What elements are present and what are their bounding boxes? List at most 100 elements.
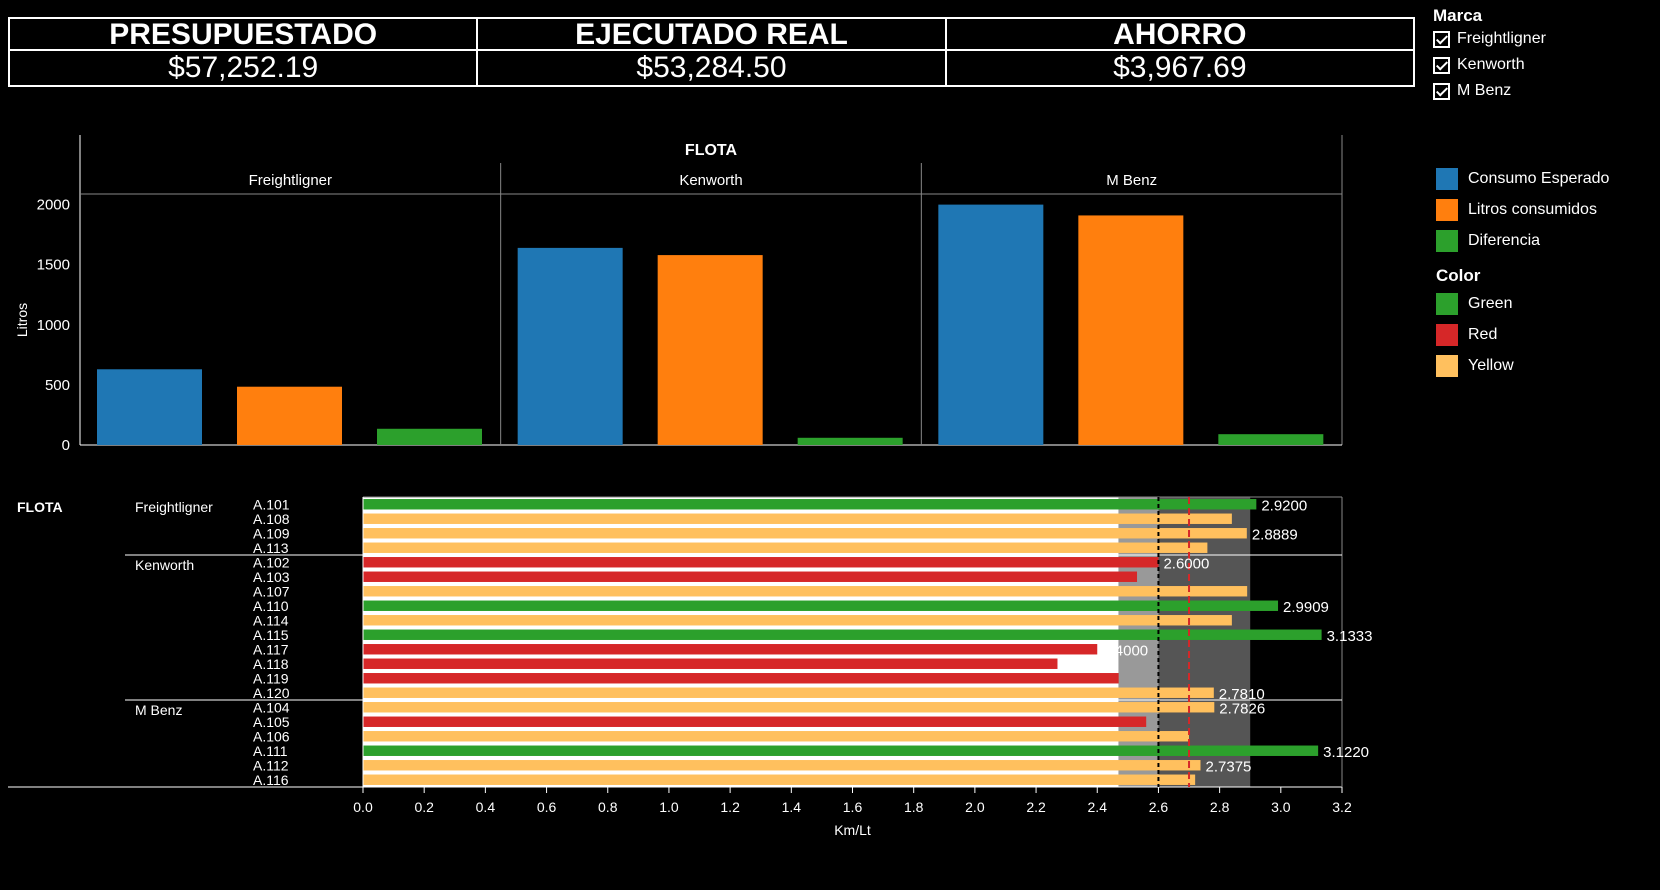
kpi-label: PRESUPUESTADO [10, 19, 477, 51]
x-tick-label: 1.0 [659, 799, 679, 815]
legend-item-diferencia[interactable]: Diferencia [1436, 225, 1656, 256]
data-label: 2.8889 [1252, 526, 1298, 543]
filter-item-m-benz[interactable]: M Benz [1433, 78, 1633, 104]
bar [363, 644, 1098, 655]
unit-label: A.107 [253, 583, 290, 599]
unit-label: A.104 [253, 699, 290, 715]
legend-label: Consumo Esperado [1468, 169, 1610, 187]
data-label: 3.1220 [1323, 744, 1369, 761]
unit-label: A.108 [253, 511, 290, 527]
bar [363, 673, 1119, 684]
unit-label: A.118 [253, 656, 289, 672]
bar [363, 687, 1214, 698]
kpi-ejecutado-real: EJECUTADO REAL $53,284.50 [478, 19, 947, 85]
group-label: Freightligner [135, 499, 213, 515]
checkbox-checked-icon[interactable] [1433, 56, 1450, 74]
y-tick-label: 2000 [37, 197, 70, 214]
bar [363, 557, 1159, 568]
kpi-value: $53,284.50 [636, 51, 787, 84]
y-tick-label: 1500 [37, 257, 70, 274]
data-label: 2.9200 [1261, 497, 1307, 514]
bar [363, 658, 1058, 669]
kpi-value: $3,967.69 [1113, 51, 1247, 84]
data-label: 2.6000 [1163, 555, 1209, 572]
unit-label: A.101 [253, 496, 290, 512]
bar [363, 513, 1232, 524]
legend-item-green[interactable]: Green [1436, 288, 1656, 319]
bar [363, 702, 1215, 713]
x-tick-label: 3.0 [1271, 799, 1291, 815]
bar [363, 571, 1138, 582]
kpi-table: PRESUPUESTADO $57,252.19 EJECUTADO REAL … [8, 17, 1415, 87]
bar [1218, 434, 1324, 445]
unit-label: A.103 [253, 569, 290, 585]
checkbox-checked-icon[interactable] [1433, 82, 1450, 100]
unit-label: A.105 [253, 714, 290, 730]
x-tick-label: 1.2 [720, 799, 740, 815]
chart-title: FLOTA [685, 142, 738, 159]
checkbox-checked-icon[interactable] [1433, 30, 1450, 48]
kpi-ahorro: AHORRO $3,967.69 [946, 19, 1413, 85]
x-tick-label: 2.0 [965, 799, 985, 815]
panel-label: Freightligner [249, 172, 332, 189]
bar [237, 386, 342, 445]
y-axis-label: Litros [14, 303, 30, 337]
bar [363, 499, 1257, 510]
unit-label: A.106 [253, 728, 290, 744]
group-label: M Benz [135, 702, 182, 718]
data-label: 2.9909 [1283, 599, 1329, 616]
kpi-presupuestado: PRESUPUESTADO $57,252.19 [10, 19, 479, 85]
marca-filter: Marca Freightligner Kenworth M Benz [1433, 6, 1633, 104]
data-label: 2.7810 [1219, 686, 1265, 703]
bar [657, 255, 763, 445]
x-tick-label: 1.6 [843, 799, 863, 815]
panel-label: M Benz [1106, 172, 1157, 189]
legend-item-litros-consumidos[interactable]: Litros consumidos [1436, 194, 1656, 225]
legend-item-consumo-esperado[interactable]: Consumo Esperado [1436, 163, 1656, 194]
x-tick-label: 1.8 [904, 799, 924, 815]
x-axis-label: Km/Lt [834, 822, 871, 838]
bar [363, 600, 1279, 611]
bar [377, 428, 482, 445]
bar [363, 615, 1232, 626]
filter-item-label: Freightligner [1457, 30, 1546, 47]
filter-item-kenworth[interactable]: Kenworth [1433, 52, 1633, 78]
unit-label: A.117 [253, 641, 289, 657]
x-tick-label: 1.4 [782, 799, 802, 815]
unit-label: A.120 [253, 685, 290, 701]
fleet-bar-chart: FLOTA Freightligner Kenworth M Benz 0 500 1000… [14, 135, 1343, 454]
unit-label: A.119 [253, 670, 289, 686]
legend-swatch [1436, 167, 1458, 190]
bar [517, 247, 623, 445]
bar [363, 629, 1322, 640]
unit-label: A.109 [253, 525, 290, 541]
data-label: 2.7826 [1219, 700, 1265, 717]
kpi-label: AHORRO [946, 19, 1413, 51]
x-tick-label: 0.6 [537, 799, 557, 815]
unit-label: A.112 [253, 757, 289, 773]
x-tick-label: 2.2 [1026, 799, 1046, 815]
bar [363, 760, 1201, 771]
x-tick-label: 0.4 [476, 799, 496, 815]
x-tick-label: 2.4 [1088, 799, 1108, 815]
legend-swatch [1436, 354, 1458, 377]
filter-item-freightligner[interactable]: Freightligner [1433, 26, 1633, 52]
unit-label: A.114 [253, 612, 289, 628]
legend-label: Yellow [1468, 356, 1514, 374]
unit-label: A.113 [253, 540, 289, 556]
filter-title: Marca [1433, 6, 1483, 25]
x-tick-label: 0.0 [353, 799, 373, 815]
data-label: 2.7375 [1206, 758, 1252, 775]
legend-item-red[interactable]: Red [1436, 319, 1656, 350]
legend-label: Litros consumidos [1468, 200, 1597, 218]
unit-label: A.102 [253, 554, 290, 570]
kpi-label: EJECUTADO REAL [478, 19, 945, 51]
legend-item-yellow[interactable]: Yellow [1436, 350, 1656, 381]
legend-color-title: Color [1436, 266, 1481, 285]
x-tick-label: 0.8 [598, 799, 618, 815]
plot-background [363, 497, 1159, 787]
bar [363, 731, 1190, 742]
bar [363, 745, 1319, 756]
legend-swatch [1436, 229, 1458, 252]
legend-label: Green [1468, 294, 1513, 312]
